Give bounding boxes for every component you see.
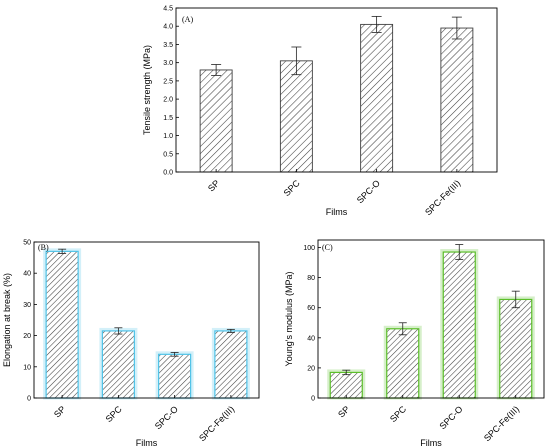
x-axis-label: Films [136, 438, 158, 448]
x-tick-label: SPC-O [437, 404, 464, 431]
bar [360, 23, 394, 173]
bar [442, 251, 476, 399]
bar [440, 27, 474, 173]
y-tick-label: 10 [23, 364, 31, 371]
y-tick-label: 20 [307, 365, 315, 372]
panel-label: (B) [38, 243, 49, 252]
y-tick-label: 3.0 [163, 60, 173, 67]
bar [279, 60, 313, 173]
panels: 0.0 0.5 1.0 1.5 2.0 2.5 3.0 3.5 4.0 4.5 SP SPC SPC-O… [2, 6, 545, 448]
y-axis-label: Young's modulus (MPa) [284, 272, 294, 367]
y-tick-label: 0.5 [163, 151, 173, 158]
y-tick-label: 1.5 [163, 115, 173, 122]
y-tick-label: 2.0 [163, 97, 173, 104]
y-tick-label: 2.5 [163, 78, 173, 85]
bar [158, 353, 192, 399]
y-tick-label: 60 [307, 305, 315, 312]
x-tick-label: SP [336, 404, 352, 420]
bar [386, 328, 420, 399]
y-axis-label: Elongation at break (%) [2, 273, 12, 367]
x-axis-label: Films [420, 438, 442, 448]
panel-label: (C) [322, 243, 333, 252]
x-tick-label: SPC [282, 178, 303, 199]
y-tick-label: 3.5 [163, 42, 173, 49]
x-tick-label: SPC-O [355, 178, 382, 205]
plot-frame [33, 241, 260, 399]
chart-panel-1: 0.0 0.5 1.0 1.5 2.0 2.5 3.0 3.5 4.0 4.5 SP SPC SPC-O… [142, 6, 498, 217]
x-tick-label: SPC-Fe(III) [423, 178, 462, 217]
x-tick-label: SPC [388, 404, 409, 425]
x-tick-label: SP [52, 404, 68, 420]
chart-panel-2: 0 10 20 30 40 50 SP SPC SPC-O SPC-Fe(III) Films Elo… [2, 240, 260, 448]
x-tick-label: SPC [104, 404, 125, 425]
y-tick-label: 40 [307, 335, 315, 342]
plot-frame [317, 239, 545, 399]
y-tick-label: 50 [23, 240, 31, 247]
y-tick-label: 80 [307, 275, 315, 282]
x-tick-label: SP [206, 178, 222, 194]
panel-label: (A) [182, 15, 193, 24]
y-tick-label: 20 [23, 333, 31, 340]
y-tick-label: 0 [311, 396, 315, 403]
y-tick-label: 1.0 [163, 133, 173, 140]
x-tick-label: SPC-O [153, 404, 180, 431]
y-tick-label: 0 [27, 396, 31, 403]
y-tick-label: 4.5 [163, 6, 173, 13]
bar [499, 298, 533, 399]
y-axis-label: Tensile strength (MPa) [142, 45, 152, 135]
bar [101, 330, 135, 399]
x-tick-label: SPC-Fe(III) [197, 404, 236, 443]
y-tick-label: 100 [303, 245, 315, 252]
chart-panel-3: 0 20 40 60 80 100 SP SPC SPC-O SPC-Fe(III) Films Yo… [284, 239, 545, 448]
bar [199, 69, 233, 173]
y-tick-label: 0.0 [163, 170, 173, 177]
bar [45, 250, 79, 399]
bar [329, 371, 363, 399]
y-tick-label: 40 [23, 271, 31, 278]
y-tick-label: 30 [23, 302, 31, 309]
x-tick-label: SPC-Fe(III) [482, 404, 521, 443]
x-axis-label: Films [326, 207, 348, 217]
y-tick-label: 4.0 [163, 24, 173, 31]
bar [214, 330, 248, 399]
plot-frame [175, 7, 498, 173]
